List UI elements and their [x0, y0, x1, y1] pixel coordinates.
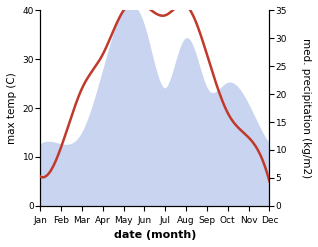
X-axis label: date (month): date (month) [114, 230, 196, 240]
Y-axis label: med. precipitation (kg/m2): med. precipitation (kg/m2) [301, 38, 311, 178]
Y-axis label: max temp (C): max temp (C) [7, 72, 17, 144]
